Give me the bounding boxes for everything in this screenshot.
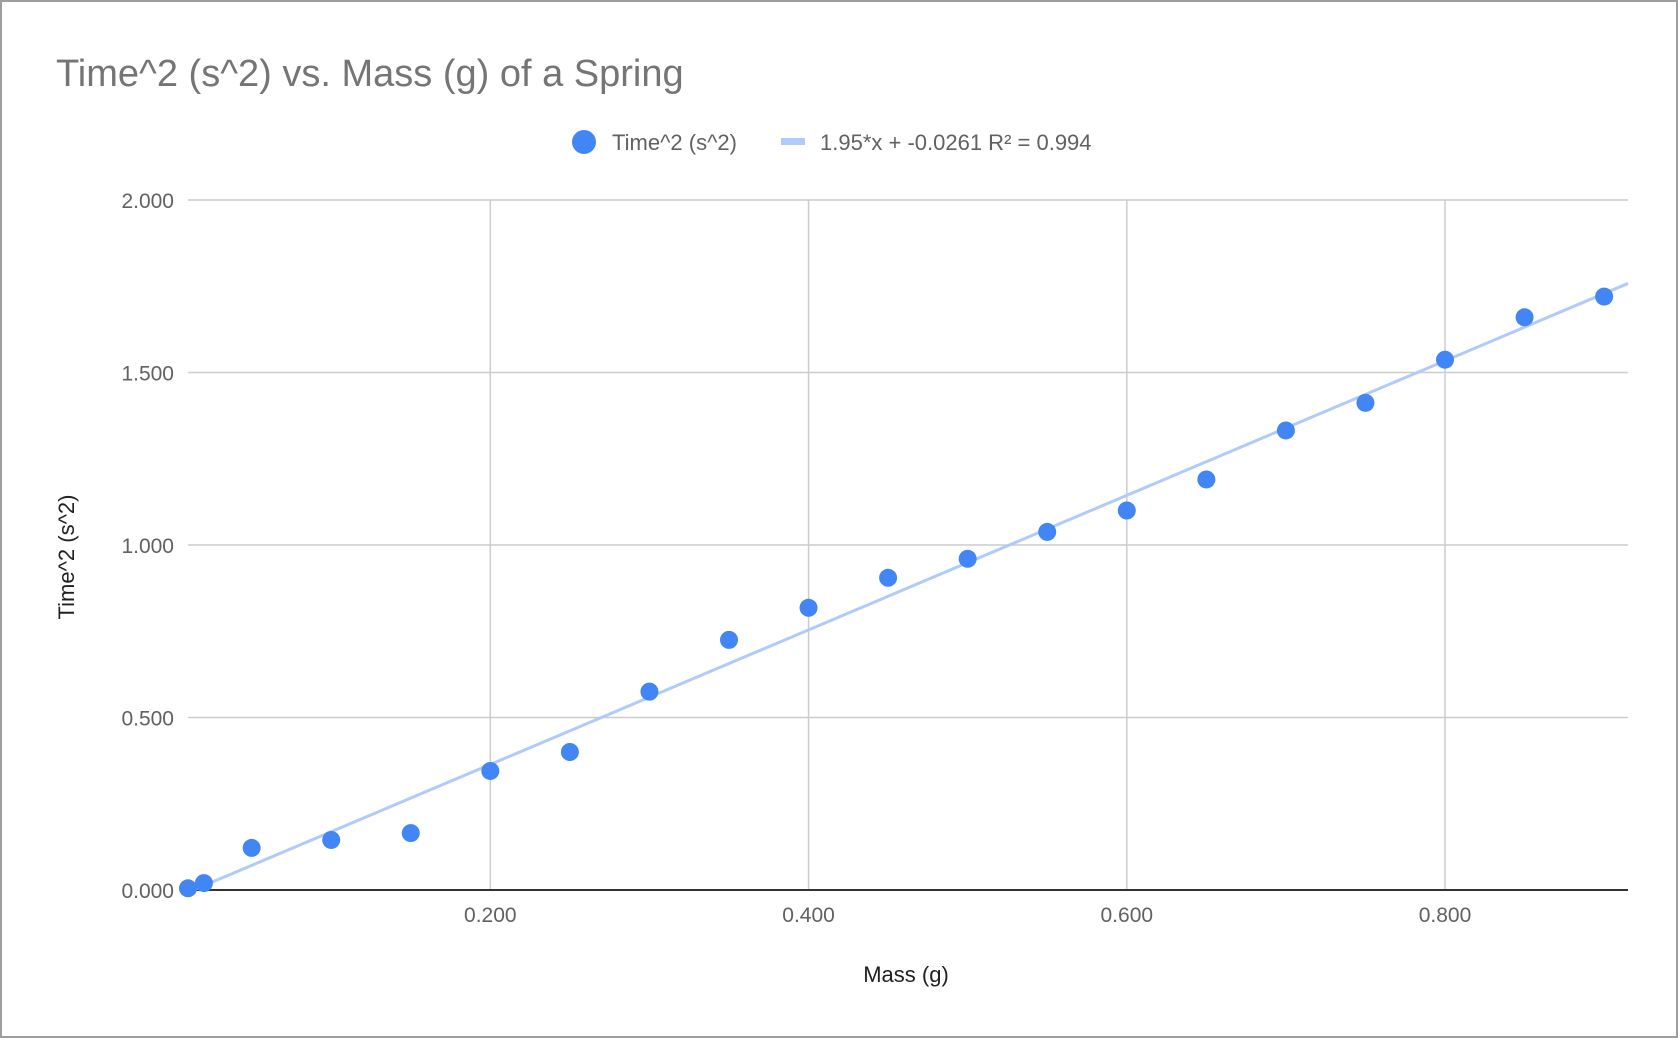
data-point (1117, 501, 1136, 520)
x-tick-label: 0.800 (1419, 904, 1472, 927)
chart-title: Time^2 (s^2) vs. Mass (g) of a Spring (56, 53, 684, 95)
data-points (179, 287, 1614, 898)
y-tick-label: 2.000 (121, 190, 174, 213)
legend-trendline-label: 1.95*x + -0.0261 R² = 0.994 (820, 130, 1092, 155)
data-point (1356, 393, 1375, 412)
data-point (1276, 421, 1295, 440)
x-axis-title: Mass (g) (863, 962, 949, 987)
data-point (179, 879, 197, 898)
y-tick-label: 0.000 (121, 880, 174, 903)
y-tick-label: 1.000 (121, 535, 174, 558)
data-point (560, 743, 579, 761)
data-point (799, 598, 818, 617)
legend: Time^2 (s^2) 1.95*x + -0.0261 R² = 0.994 (572, 130, 1092, 155)
legend-trendline-marker (781, 138, 805, 145)
y-tick-labels: 0.000 0.500 1.000 1.500 2.000 (121, 190, 174, 903)
data-point (322, 830, 341, 849)
y-tick-label: 1.500 (121, 363, 174, 386)
data-point (1038, 522, 1057, 541)
data-point (958, 549, 977, 568)
data-point (1515, 308, 1534, 327)
legend-series-marker (572, 130, 596, 154)
y-axis-title: Time^2 (s^2) (54, 495, 79, 620)
x-tick-label: 0.200 (464, 904, 517, 927)
trendline (192, 282, 1629, 892)
data-point (879, 568, 898, 587)
data-point (401, 824, 420, 843)
y-gridlines (188, 199, 1628, 719)
legend-series-label: Time^2 (s^2) (612, 130, 737, 155)
data-point (719, 630, 738, 649)
data-point (640, 682, 659, 701)
data-point (194, 874, 213, 893)
y-tick-label: 0.500 (121, 708, 174, 731)
x-tick-label: 0.400 (782, 904, 835, 927)
x-tick-label: 0.600 (1101, 904, 1154, 927)
data-point (1436, 350, 1455, 369)
data-point (242, 838, 261, 857)
data-point (1595, 287, 1614, 306)
data-point (481, 761, 500, 780)
data-point (1197, 470, 1216, 489)
x-tick-labels: 0.200 0.400 0.600 0.800 (464, 904, 1471, 927)
